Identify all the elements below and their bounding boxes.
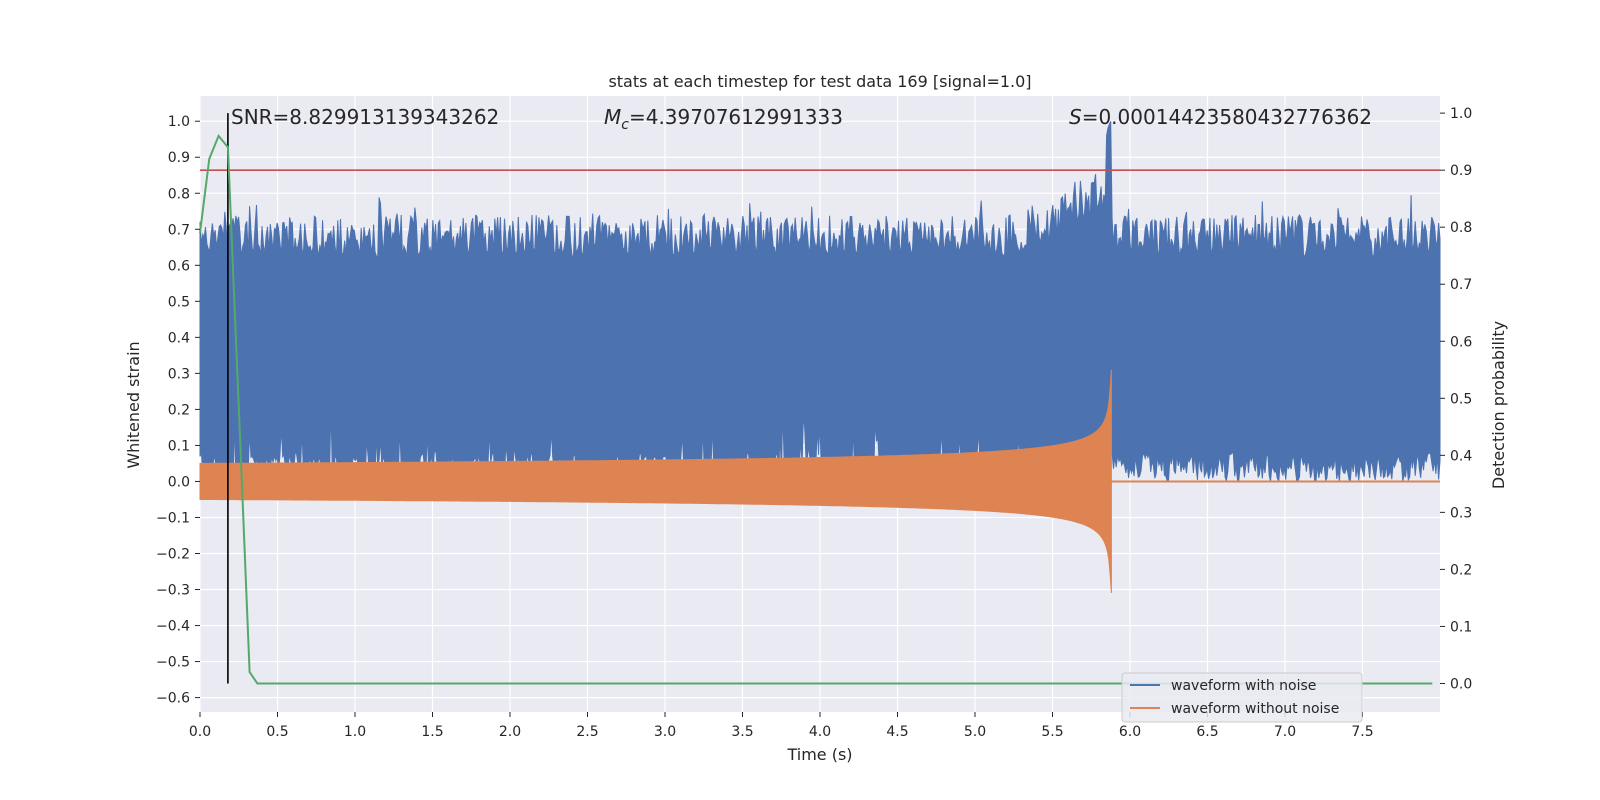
x-tick-label: 7.5 <box>1351 724 1373 740</box>
chart-title: stats at each timestep for test data 169… <box>608 72 1031 91</box>
y-axis-left-label: Whitened strain <box>124 341 143 468</box>
y-left-tick-label: 0.8 <box>168 186 190 202</box>
x-tick-label: 0.0 <box>189 724 211 740</box>
y-left-tick-label: 0.2 <box>168 402 190 418</box>
legend-box <box>1121 672 1363 723</box>
y-axis-right-ticks: 0.0 0.1 0.2 0.3 0.4 0.5 0.6 0.7 0.8 0.9 1.0 <box>1440 106 1472 692</box>
x-tick-label: 3.5 <box>731 724 753 740</box>
y-right-tick-label: 0.0 <box>1450 676 1472 692</box>
y-right-tick-label: 1.0 <box>1450 106 1472 122</box>
y-right-tick-label: 0.7 <box>1450 277 1472 293</box>
y-left-tick-label: 0.5 <box>168 294 190 310</box>
x-axis-ticks: 0.0 0.5 1.0 1.5 2.0 2.5 3.0 3.5 4.0 4.5 5.0 5.5 6.0 6… <box>189 712 1374 740</box>
legend-label-noise: waveform with noise <box>1171 678 1316 694</box>
y-right-tick-label: 0.5 <box>1450 391 1472 407</box>
chirp-mass-annotation: Mc=4.39707612991333 <box>604 105 843 133</box>
x-tick-label: 5.0 <box>964 724 986 740</box>
y-left-tick-label: −0.1 <box>156 510 190 526</box>
y-right-tick-label: 0.6 <box>1450 334 1472 350</box>
y-left-tick-label: 0.4 <box>168 330 190 346</box>
waveform-without-noise-line <box>199 369 1112 594</box>
y-right-tick-label: 0.9 <box>1450 163 1472 179</box>
x-tick-label: 6.0 <box>1119 724 1141 740</box>
x-tick-label: 4.0 <box>809 724 831 740</box>
x-tick-label: 2.5 <box>576 724 598 740</box>
y-left-tick-label: −0.6 <box>156 691 190 707</box>
y-right-tick-label: 0.4 <box>1450 448 1472 464</box>
detection-probability-series <box>199 113 1440 685</box>
snr-annotation: SNR=8.829913139343262 <box>231 105 499 129</box>
y-right-tick-label: 0.8 <box>1450 220 1472 236</box>
x-tick-label: 3.0 <box>654 724 676 740</box>
y-left-tick-label: −0.3 <box>156 583 190 599</box>
y-left-tick-label: −0.4 <box>156 619 190 635</box>
x-tick-label: 1.5 <box>421 724 443 740</box>
y-left-tick-label: −0.2 <box>156 546 190 562</box>
x-tick-label: 6.5 <box>1196 724 1218 740</box>
waveform-without-noise-series <box>199 369 1440 594</box>
x-axis-label: Time (s) <box>786 745 852 764</box>
legend: waveform with noise waveform without noi… <box>1121 672 1363 723</box>
y-left-tick-label: 0.6 <box>168 258 190 274</box>
y-left-tick-label: 0.1 <box>168 438 190 454</box>
y-axis-left-ticks: −0.6 −0.5 −0.4 −0.3 −0.2 −0.1 0.0 0.1 0.2 0.3 0.4 0… <box>156 114 200 707</box>
y-left-tick-label: 0.7 <box>168 222 190 238</box>
x-tick-label: 0.5 <box>266 724 288 740</box>
y-right-tick-label: 0.3 <box>1450 505 1472 521</box>
y-left-tick-label: 0.3 <box>168 366 190 382</box>
y-left-tick-label: 0.0 <box>168 474 190 490</box>
y-left-tick-label: 1.0 <box>168 114 190 130</box>
x-tick-label: 7.0 <box>1274 724 1296 740</box>
y-left-tick-label: 0.9 <box>168 150 190 166</box>
y-axis-right-label: Detection probability <box>1489 321 1508 489</box>
x-tick-label: 2.0 <box>499 724 521 740</box>
x-tick-label: 1.0 <box>344 724 366 740</box>
y-left-tick-label: −0.5 <box>156 655 190 671</box>
y-right-tick-label: 0.1 <box>1450 619 1472 635</box>
y-right-tick-label: 0.2 <box>1450 562 1472 578</box>
detection-probability-line <box>199 133 1433 685</box>
legend-label-clean: waveform without noise <box>1171 701 1339 717</box>
x-tick-label: 4.5 <box>886 724 908 740</box>
x-tick-label: 5.5 <box>1041 724 1063 740</box>
s-annotation: S=0.00014423580432776362 <box>1069 105 1372 129</box>
